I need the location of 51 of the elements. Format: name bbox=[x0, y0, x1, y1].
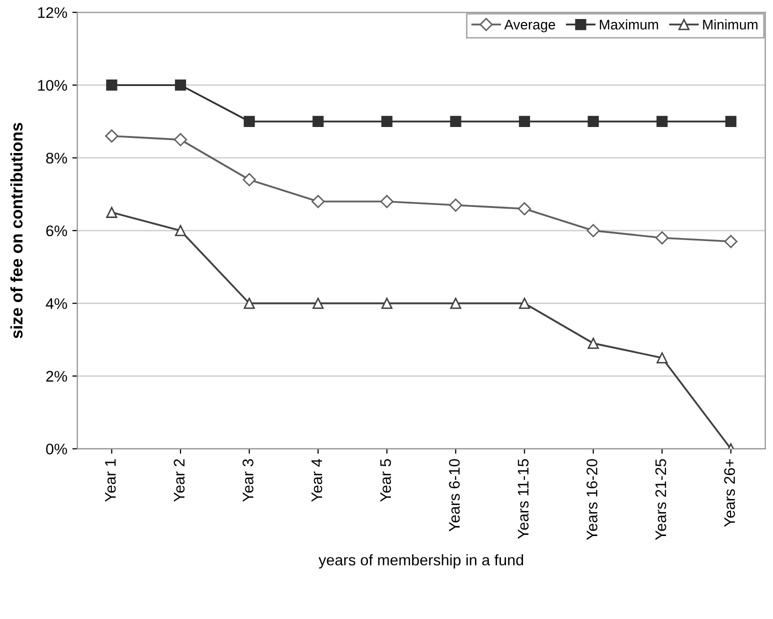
x-tick-label: Years 21-25 bbox=[655, 459, 666, 540]
point bbox=[380, 194, 394, 208]
point bbox=[450, 116, 462, 128]
point bbox=[312, 298, 324, 309]
point bbox=[174, 80, 186, 91]
point bbox=[656, 352, 668, 364]
y-axis-title: size of fee on contributions bbox=[10, 122, 23, 338]
point bbox=[174, 225, 186, 236]
y-tick-label: 12% bbox=[38, 7, 68, 18]
point bbox=[518, 116, 530, 128]
x-tick-label: Years 11-15 bbox=[518, 459, 529, 539]
point bbox=[655, 231, 669, 244]
point bbox=[242, 173, 256, 186]
point bbox=[450, 298, 462, 309]
point bbox=[724, 234, 738, 248]
x-tick-label: Year 3 bbox=[242, 459, 254, 502]
point bbox=[518, 202, 532, 216]
point bbox=[174, 133, 188, 146]
y-tick-label: 10% bbox=[38, 80, 68, 91]
point bbox=[312, 116, 324, 128]
x-axis-title: years of membership in a fund bbox=[318, 554, 524, 568]
point bbox=[656, 116, 668, 128]
point bbox=[244, 116, 255, 128]
point bbox=[518, 298, 530, 309]
y-tick-label: 6% bbox=[46, 225, 68, 236]
point bbox=[106, 206, 118, 218]
x-tick-label: Year 2 bbox=[174, 459, 185, 502]
point bbox=[381, 298, 392, 309]
x-tick-label: Years 16-20 bbox=[586, 459, 598, 540]
point bbox=[449, 198, 462, 212]
point bbox=[105, 129, 118, 143]
point bbox=[244, 298, 255, 309]
x-tick-label: Year 1 bbox=[105, 459, 116, 502]
x-tick-label: Year 4 bbox=[312, 458, 322, 502]
x-tick-label: Years 26+ bbox=[724, 459, 735, 527]
y-tick-label: 4% bbox=[46, 298, 68, 309]
y-tick-label: 8% bbox=[46, 152, 68, 164]
point bbox=[312, 194, 325, 208]
y-tick-label: 0% bbox=[46, 444, 68, 454]
legend-label: Maximum bbox=[600, 19, 658, 30]
point bbox=[381, 116, 392, 128]
legend-label: Average bbox=[504, 20, 556, 32]
point bbox=[725, 116, 736, 128]
point bbox=[588, 338, 599, 349]
point bbox=[588, 116, 599, 128]
point bbox=[106, 80, 118, 91]
x-tick-label: Years 6-10 bbox=[448, 459, 460, 532]
x-tick-label: Year 5 bbox=[380, 459, 391, 502]
legend-label: Minimum bbox=[703, 19, 758, 30]
point bbox=[586, 224, 600, 238]
y-tick-label: 2% bbox=[46, 370, 68, 382]
